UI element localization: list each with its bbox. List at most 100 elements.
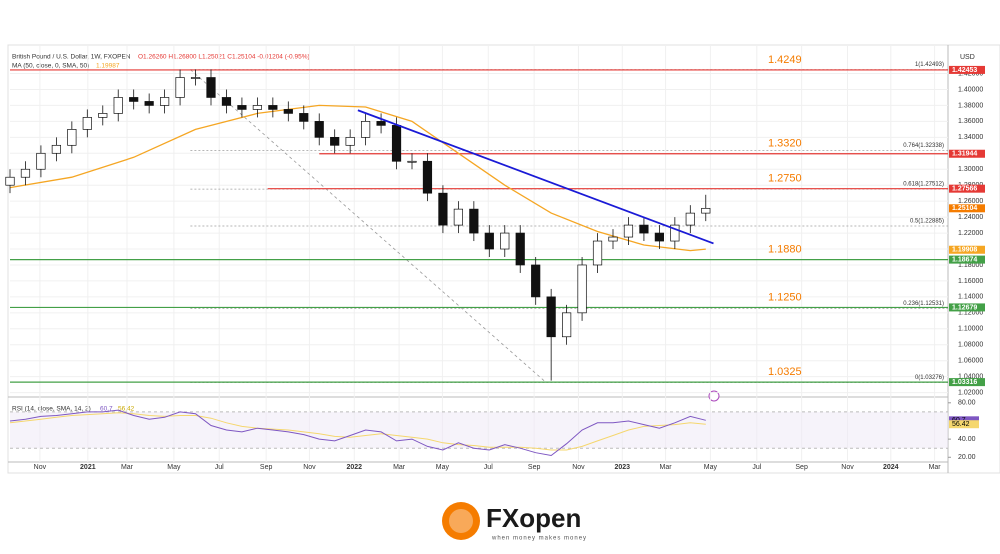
x-tick-label: Mar [929, 464, 942, 471]
candle-body [654, 232, 664, 242]
trendline [357, 109, 714, 245]
candle-body [500, 232, 510, 250]
fib-label: 0.764(1.32338) [903, 143, 944, 149]
candle-body [391, 125, 402, 162]
x-tick-label: 2021 [80, 464, 96, 471]
candle-body [577, 264, 587, 314]
y-tick-label: 1.26000 [958, 198, 983, 205]
rsi-label: RSI (14, close, SMA, 14, 2) [12, 406, 91, 413]
candle-body [221, 97, 232, 106]
price-tag [949, 184, 985, 193]
candle-body [361, 121, 371, 138]
event-icon [708, 390, 720, 402]
price-tag [949, 255, 985, 264]
legend-header: British Pound / U.S. Dollar, 1W, FXOPEN … [12, 54, 975, 413]
rsi-ma-value: 56.42 [118, 406, 135, 413]
y-tick-label: 1.10000 [958, 326, 983, 333]
y-tick-label: 1.06000 [958, 358, 983, 365]
candle-body [469, 208, 479, 234]
candle-body [484, 232, 494, 250]
rsi-tick-label: 40.00 [958, 436, 976, 443]
logo-icon-inner [449, 509, 473, 533]
candle-body [407, 160, 417, 163]
level-label: 1.1880 [768, 244, 802, 256]
fib-diagonal [190, 69, 547, 383]
y-tick-label: 1.16000 [958, 278, 983, 285]
price-tag-label: 1.19908 [952, 247, 977, 254]
x-tick-label: Mar [660, 464, 673, 471]
ma-value: 1.19987 [96, 63, 120, 70]
price-tag-label: 1.12679 [952, 304, 977, 311]
x-tick-label: May [436, 464, 450, 471]
price-tag [949, 245, 985, 254]
candle-body [190, 77, 201, 79]
x-tick-label: Sep [260, 464, 273, 471]
price-tag-label: 1.03316 [952, 379, 977, 386]
fib-label: 0.618(1.27512) [903, 182, 944, 188]
candle-body [36, 152, 46, 170]
candle-body [67, 129, 77, 146]
candle-body [515, 232, 525, 266]
grid [10, 45, 948, 462]
x-tick-label: Jul [484, 464, 493, 471]
x-tick-label: Mar [121, 464, 134, 471]
x-tick-label: Nov [841, 464, 854, 471]
candle-body [701, 207, 711, 214]
logo-brand: FXopen [486, 503, 581, 533]
price-tag [949, 65, 985, 74]
candle-body [283, 109, 293, 114]
candle-body [592, 240, 603, 266]
y-tick-label: 1.30000 [958, 166, 983, 173]
candle-body [562, 312, 572, 338]
candle-body [546, 296, 556, 338]
x-tick-label: Nov [572, 464, 585, 471]
y-tick-label: 1.34000 [958, 134, 983, 141]
y-tick-label: 1.24000 [958, 214, 983, 221]
price-tag [949, 378, 985, 387]
rsi-tick-label: 80.00 [958, 400, 976, 407]
y-tick-label: 1.14000 [958, 294, 983, 301]
price-tag-label: 1.27566 [952, 186, 977, 193]
rsi-band [10, 411, 948, 449]
fib-label: 0.5(1.22885) [910, 219, 944, 225]
candle-body [144, 101, 154, 106]
logo-tagline: when money makes money [491, 536, 587, 542]
ohlc: O1.26260 H1.26800 L1.25021 C1.25104 -0.0… [138, 54, 310, 61]
candle-body [608, 236, 618, 242]
candle-body [685, 212, 695, 226]
candle-body [299, 113, 309, 122]
candle-body [330, 136, 340, 146]
x-tick-label: Sep [795, 464, 808, 471]
x-tick-label: Nov [34, 464, 47, 471]
candle-body [129, 97, 139, 102]
level-label: 1.0325 [768, 366, 802, 378]
candle-body [438, 192, 448, 226]
logo: FXopen when money makes money [442, 502, 587, 542]
x-tick-label: 2024 [883, 464, 899, 471]
rsi-tag [949, 420, 979, 429]
price-tag-label: 1.18674 [952, 256, 977, 263]
candle-body [237, 105, 247, 110]
y-tick-label: 1.02000 [958, 389, 983, 396]
candle-body [82, 117, 92, 130]
candle-body [5, 176, 15, 186]
price-tag-label: 1.25104 [952, 205, 977, 212]
x-tick-label: 2022 [346, 464, 362, 471]
level-label: 1.2750 [768, 173, 802, 185]
x-tick-label: Nov [303, 464, 316, 471]
x-tick-label: Mar [393, 464, 406, 471]
x-tick-label: 2023 [614, 464, 630, 471]
price-tag [949, 149, 985, 158]
level-label: 1.3320 [768, 138, 802, 150]
y-tick-label: 1.08000 [958, 342, 983, 349]
y-tick-label: 1.12000 [958, 310, 983, 317]
candle-body [98, 113, 108, 118]
rsi-line [9, 409, 706, 457]
level-label: 1.4249 [768, 54, 802, 66]
fib-label: 1(1.42493) [915, 62, 944, 68]
x-tick-label: May [167, 464, 181, 471]
x-tick-label: May [704, 464, 718, 471]
rsi-tick-label: 20.00 [958, 454, 976, 461]
y-tick-label: 1.18000 [958, 262, 983, 269]
